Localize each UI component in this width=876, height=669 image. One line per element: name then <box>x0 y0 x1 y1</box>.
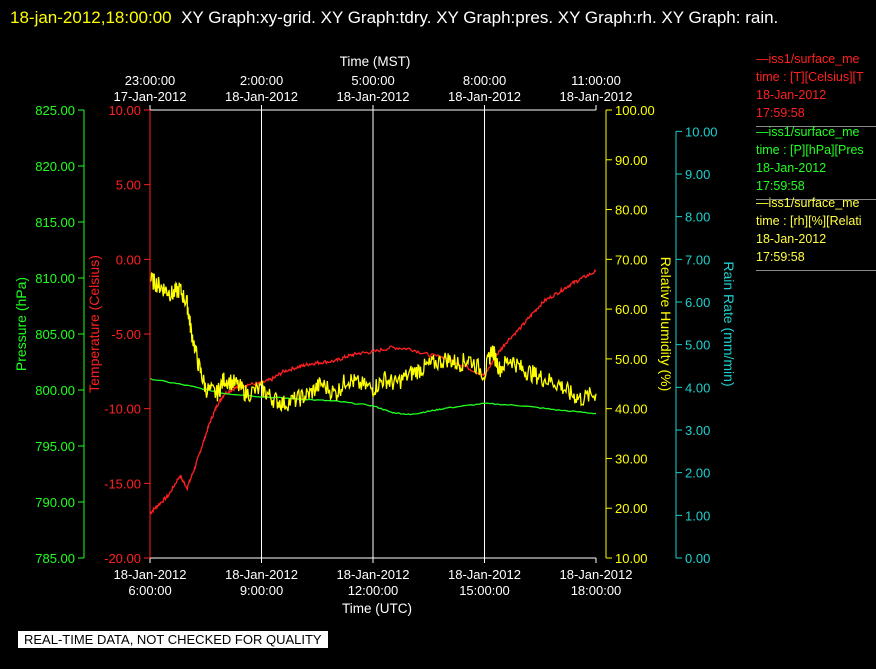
top-tick-label-time: 23:00:00 <box>125 73 176 88</box>
temp-tick-label: 0.00 <box>116 252 141 267</box>
legend-temp-time: 17:59:58 <box>756 106 805 120</box>
pres-tick-label: 800.00 <box>35 383 75 398</box>
legend-temp-line: —iss1/surface_me <box>756 52 860 66</box>
pres-tick-label: 790.00 <box>35 495 75 510</box>
graph-header: 18-jan-2012,18:00:00 XY Graph:xy-grid. X… <box>10 3 860 32</box>
bottom-tick-label-date: 18-Jan-2012 <box>114 567 187 582</box>
top-tick-label-time: 11:00:00 <box>571 73 621 88</box>
bottom-tick-label-date: 18-Jan-2012 <box>448 567 521 582</box>
top-tick-label-date: 18-Jan-2012 <box>448 89 521 104</box>
rain-tick-label: 5.00 <box>685 338 710 353</box>
legend-humidity: —iss1/surface_me time : [rh][%][Relati 1… <box>756 194 876 271</box>
top-tick-label-date: 18-Jan-2012 <box>337 89 410 104</box>
bottom-tick-label-time: 9:00:00 <box>240 583 283 598</box>
legend-rh-line: —iss1/surface_me <box>756 196 860 210</box>
quality-warning: REAL-TIME DATA, NOT CHECKED FOR QUALITY <box>18 631 328 648</box>
rh-axis-title: Relative Humidity (%) <box>658 257 674 392</box>
bottom-tick-label-date: 18-Jan-2012 <box>225 567 298 582</box>
rain-tick-label: 10.00 <box>685 124 718 139</box>
temp-series-line <box>149 269 597 515</box>
rain-tick-label: 0.00 <box>685 551 710 566</box>
axes-layer: 23:00:0017-Jan-20122:00:0018-Jan-20125:0… <box>13 54 737 616</box>
rain-tick-label: 1.00 <box>685 508 710 523</box>
temp-tick-label: 5.00 <box>116 178 141 193</box>
bottom-tick-label-time: 18:00:00 <box>571 583 622 598</box>
pres-tick-label: 825.00 <box>35 103 75 118</box>
rh-tick-label: 20.00 <box>615 501 648 516</box>
pres-axis-title: Pressure (hPa) <box>13 277 29 371</box>
rain-tick-label: 6.00 <box>685 295 710 310</box>
header-title: XY Graph:xy-grid. XY Graph:tdry. XY Grap… <box>181 8 779 27</box>
legend-temperature: —iss1/surface_me time : [T][Celsius][T 1… <box>756 50 876 127</box>
header-timestamp: 18-jan-2012,18:00:00 <box>10 8 172 27</box>
rh-tick-label: 90.00 <box>615 153 648 168</box>
legend-pressure: —iss1/surface_me time : [P][hPa][Pres 18… <box>756 123 876 200</box>
top-tick-label-time: 8:00:00 <box>463 73 506 88</box>
bottom-tick-label-time: 6:00:00 <box>128 583 171 598</box>
temp-tick-label: 10.00 <box>108 103 141 118</box>
legend-pres-desc: time : [P][hPa][Pres <box>756 143 864 157</box>
rain-tick-label: 9.00 <box>685 167 710 182</box>
bottom-tick-label-time: 12:00:00 <box>348 583 399 598</box>
rh-tick-label: 50.00 <box>615 352 648 367</box>
rh-tick-label: 60.00 <box>615 302 648 317</box>
rh-series-line <box>149 272 597 413</box>
temp-tick-label: -5.00 <box>111 327 141 342</box>
legend-rh-desc: time : [rh][%][Relati <box>756 214 862 228</box>
legend-temp-date: 18-Jan-2012 <box>756 88 827 102</box>
grid <box>150 109 596 559</box>
legend-temp-desc: time : [T][Celsius][T <box>756 70 864 84</box>
top-tick-label-date: 17-Jan-2012 <box>114 89 187 104</box>
legend-pres-date: 18-Jan-2012 <box>756 161 827 175</box>
rain-tick-label: 2.00 <box>685 466 710 481</box>
pres-tick-label: 795.00 <box>35 439 75 454</box>
bottom-axis-title: Time (UTC) <box>342 601 412 616</box>
bottom-tick-label-date: 18-Jan-2012 <box>560 567 633 582</box>
rain-tick-label: 8.00 <box>685 210 710 225</box>
rain-tick-label: 4.00 <box>685 380 710 395</box>
legend-rh-date: 18-Jan-2012 <box>756 232 827 246</box>
rh-tick-label: 80.00 <box>615 203 648 218</box>
pres-tick-label: 805.00 <box>35 327 75 342</box>
top-tick-label-time: 5:00:00 <box>351 73 394 88</box>
legend-rh-time: 17:59:58 <box>756 250 805 264</box>
legend-divider <box>756 199 876 200</box>
pres-tick-label: 785.00 <box>35 551 75 566</box>
top-axis-title: Time (MST) <box>340 54 411 69</box>
rain-axis-title: Rain Rate (mm/min) <box>721 261 737 386</box>
legend-pres-time: 17:59:58 <box>756 179 805 193</box>
rh-tick-label: 10.00 <box>615 551 648 566</box>
legend-pres-line: —iss1/surface_me <box>756 125 860 139</box>
temp-tick-label: -10.00 <box>104 402 141 417</box>
temp-tick-label: -20.00 <box>104 551 141 566</box>
pres-tick-label: 810.00 <box>35 271 75 286</box>
rh-tick-label: 100.00 <box>615 103 655 118</box>
top-tick-label-date: 18-Jan-2012 <box>225 89 298 104</box>
bottom-tick-label-time: 15:00:00 <box>459 583 510 598</box>
series-layer <box>149 269 597 515</box>
pres-tick-label: 820.00 <box>35 159 75 174</box>
rain-tick-label: 7.00 <box>685 252 710 267</box>
rh-tick-label: 30.00 <box>615 451 648 466</box>
bottom-tick-label-date: 18-Jan-2012 <box>337 567 410 582</box>
top-tick-label-time: 2:00:00 <box>240 73 283 88</box>
pres-series-line <box>149 377 597 416</box>
temp-tick-label: -15.00 <box>104 476 141 491</box>
rh-tick-label: 40.00 <box>615 402 648 417</box>
temp-axis-title: Temperature (Celsius) <box>86 255 102 393</box>
legend-divider <box>756 270 876 271</box>
pres-tick-label: 815.00 <box>35 215 75 230</box>
rh-tick-label: 70.00 <box>615 252 648 267</box>
legend-divider <box>756 126 876 127</box>
rain-tick-label: 3.00 <box>685 423 710 438</box>
top-tick-label-date: 18-Jan-2012 <box>560 89 633 104</box>
